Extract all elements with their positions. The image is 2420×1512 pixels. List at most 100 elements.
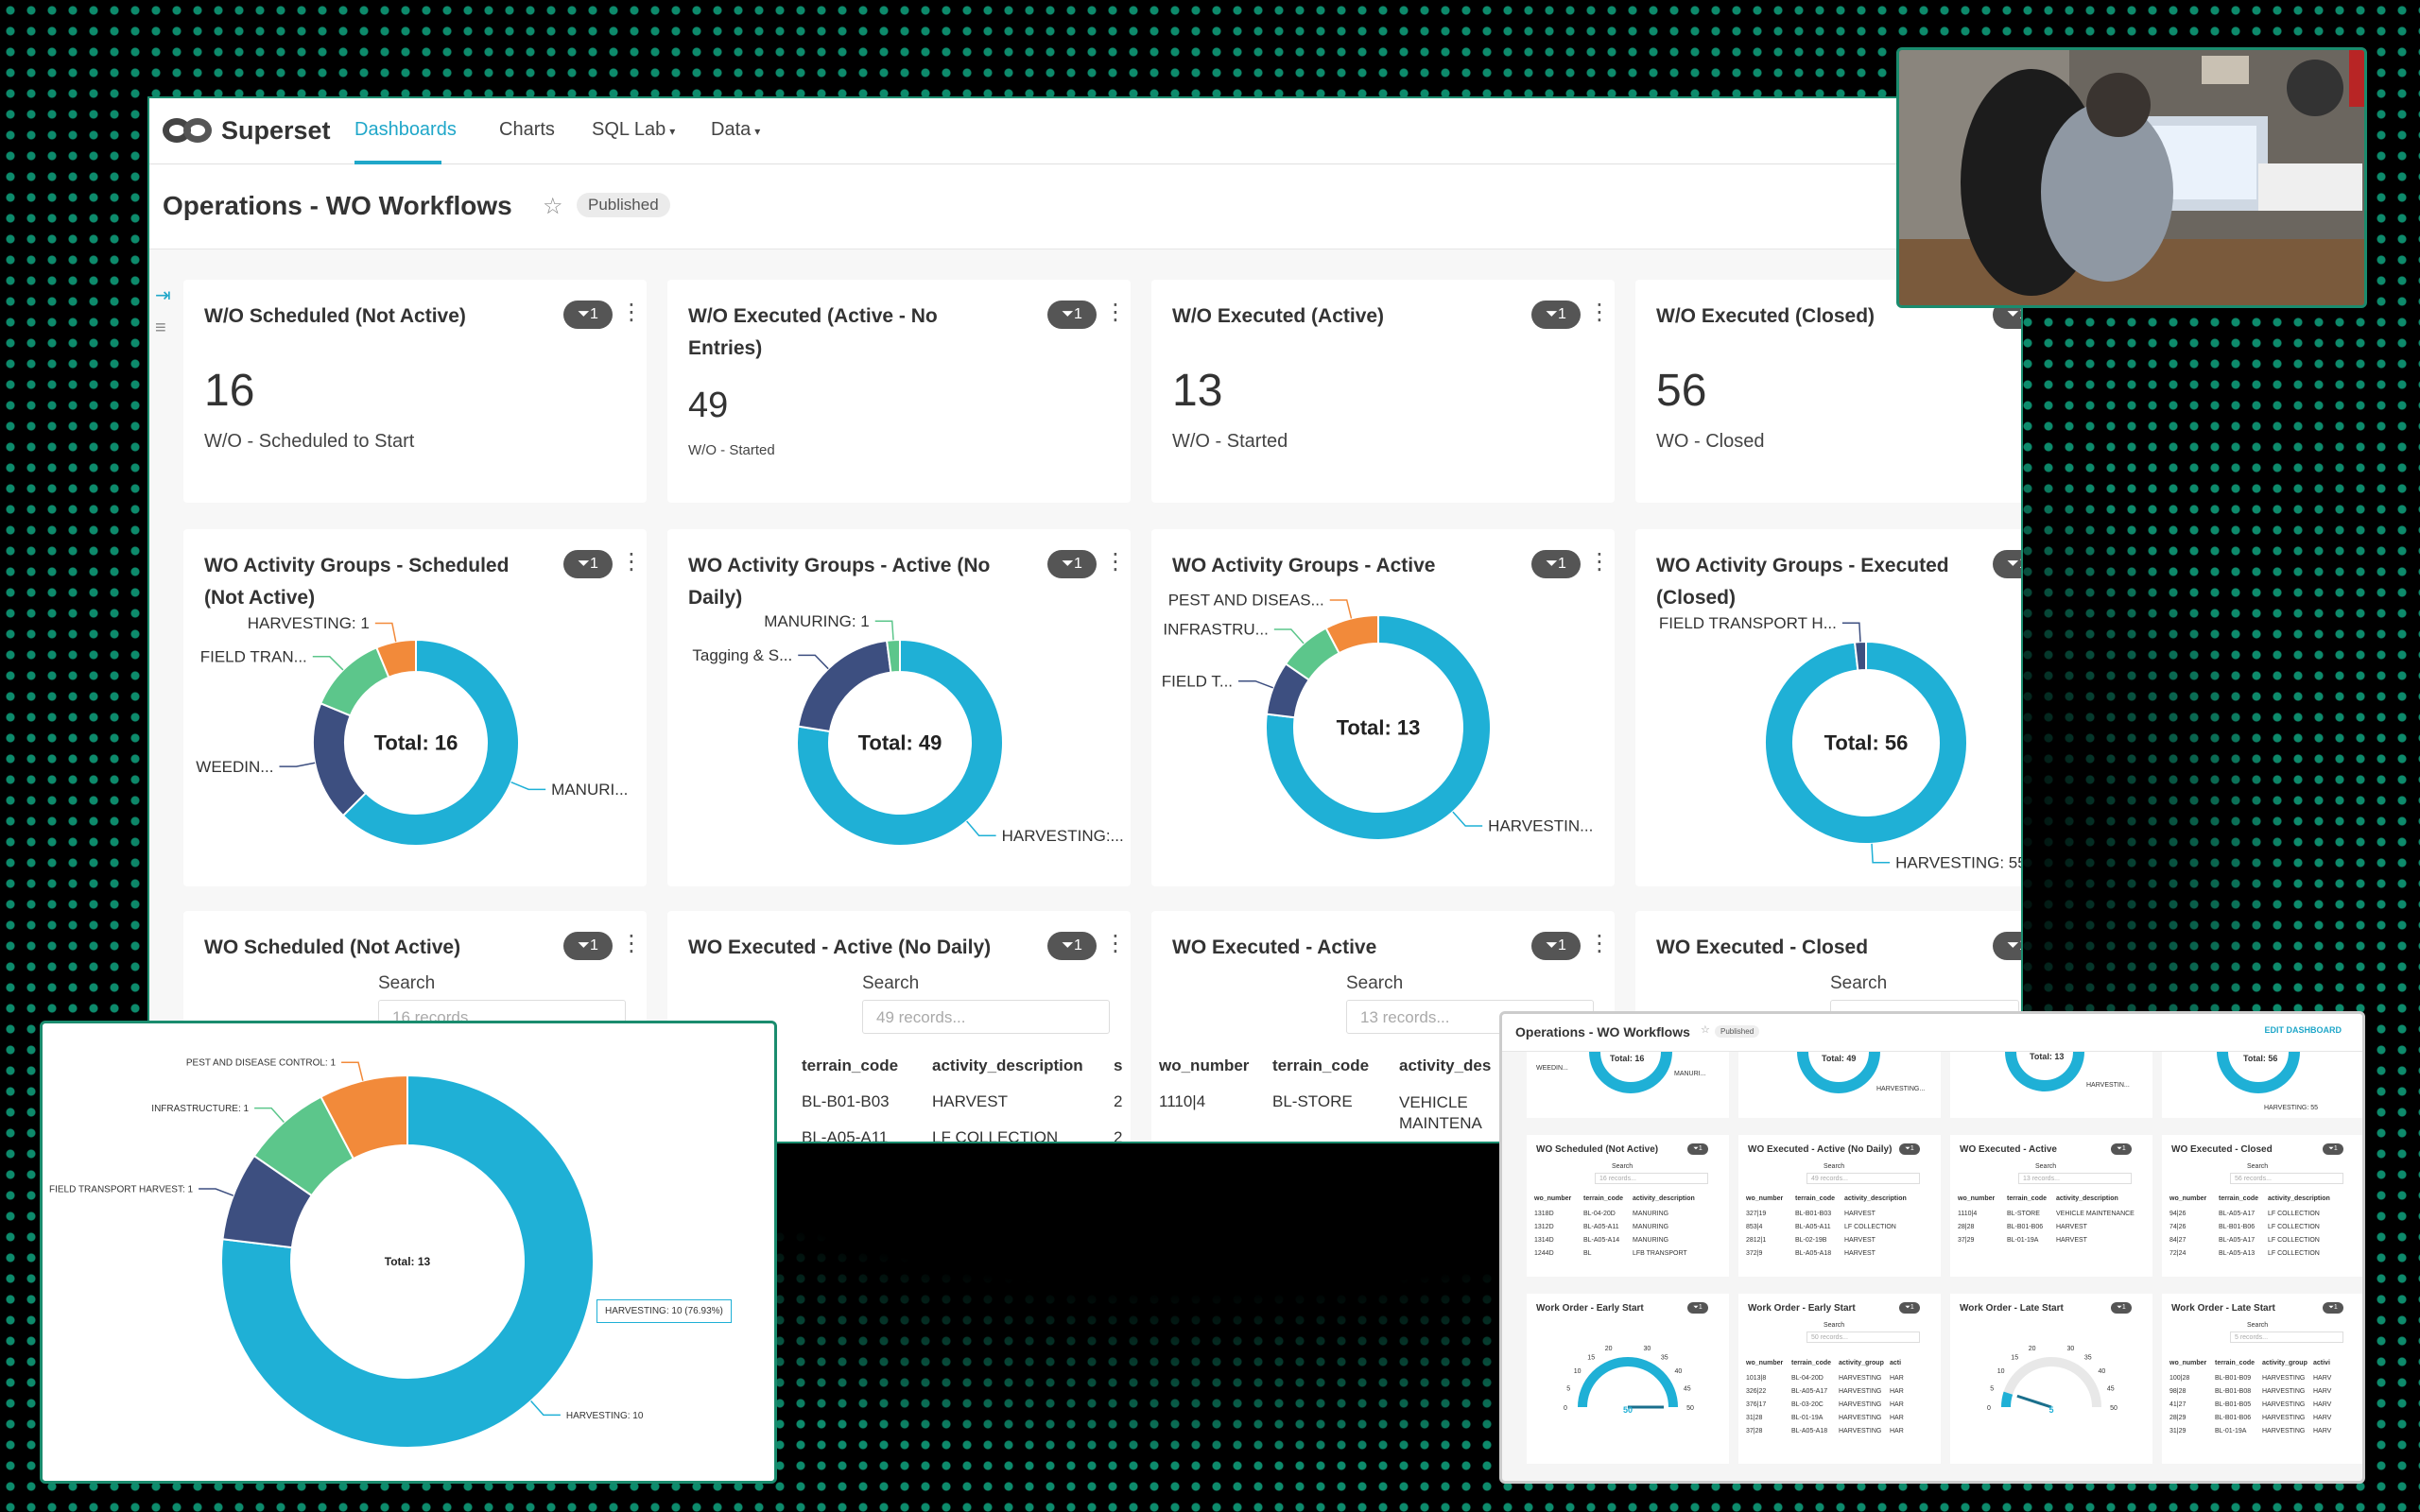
filter-badge[interactable]: ⏷1 [1531, 301, 1581, 329]
filter-badge[interactable]: ⏷1 [1993, 932, 2021, 960]
mini-search-input[interactable]: 5 records... [2230, 1332, 2343, 1343]
mini-column-header[interactable]: activity_description [1633, 1195, 1695, 1202]
mini-table-cell: HAR [1890, 1375, 1904, 1382]
mini-column-header[interactable]: wo_number [1746, 1195, 1784, 1202]
donut-slice[interactable] [374, 638, 417, 679]
mini-column-header[interactable]: wo_number [1958, 1195, 1996, 1202]
edit-dashboard-button[interactable]: EDIT DASHBOARD [2264, 1025, 2342, 1035]
filter-icon[interactable]: ≡ [155, 318, 166, 338]
donut-slice[interactable] [1324, 613, 1379, 655]
mini-column-header[interactable]: wo_number [2169, 1195, 2207, 1202]
mini-table-cell: MANURING [1633, 1211, 1669, 1217]
column-header[interactable]: terrain_code [802, 1057, 899, 1074]
column-header[interactable]: s [1114, 1057, 1123, 1074]
filter-badge[interactable]: ⏷1 [563, 301, 613, 329]
nav-charts-label: Charts [499, 119, 555, 140]
gauge-value-arc [2001, 1391, 2014, 1408]
mini-search-input[interactable]: 13 records... [2018, 1173, 2132, 1184]
mini-filter-badge[interactable]: ⏷1 [1899, 1302, 1920, 1314]
mini-table-cell: HARV [2313, 1375, 2332, 1382]
donut-chart: HARVESTING: 55 FIELD TRANSPORT H... Total:… [1659, 614, 2021, 872]
mini-table-cell: BL-STORE [2007, 1211, 2040, 1217]
filter-badge[interactable]: ⏷1 [563, 550, 613, 578]
donut-slice[interactable] [1265, 613, 1492, 841]
mini-column-header[interactable]: activity_group [1839, 1360, 1884, 1366]
donut-leader-line [1841, 622, 1861, 643]
search-input[interactable]: 49 records... [862, 1000, 1110, 1034]
donut-slice[interactable] [885, 638, 901, 674]
donut-slice[interactable] [312, 701, 368, 817]
mini-filter-badge[interactable]: ⏷1 [2111, 1302, 2132, 1314]
kebab-menu-icon[interactable]: ⋮ [1588, 300, 1611, 325]
mini-column-header[interactable]: terrain_code [1791, 1360, 1832, 1366]
mini-table-cell: HARVEST [2056, 1237, 2087, 1244]
donut-slice[interactable] [220, 1074, 595, 1449]
filter-badge[interactable]: ⏷1 [1531, 932, 1581, 960]
mini-filter-badge[interactable]: ⏷1 [1687, 1302, 1708, 1314]
published-badge[interactable]: Published [577, 193, 670, 217]
mini-filter-badge[interactable]: ⏷1 [2111, 1143, 2132, 1155]
mini-column-header[interactable]: wo_number [2169, 1360, 2207, 1366]
kebab-menu-icon[interactable]: ⋮ [1104, 300, 1127, 325]
kebab-menu-icon[interactable]: ⋮ [1588, 931, 1611, 956]
mini-filter-badge[interactable]: ⏷1 [2323, 1143, 2343, 1155]
mini-column-header[interactable]: wo_number [1746, 1360, 1784, 1366]
kebab-menu-icon[interactable]: ⋮ [620, 931, 643, 956]
filter-badge[interactable]: ⏷1 [1047, 301, 1097, 329]
mini-table-cell: 98|28 [2169, 1388, 2187, 1395]
column-header[interactable]: terrain_code [1272, 1057, 1370, 1074]
donut-chart-card: WO Activity Groups - Scheduled (Not Acti… [183, 529, 647, 886]
mini-column-header[interactable]: activity_group [2262, 1360, 2308, 1366]
donut-slice[interactable] [797, 639, 892, 733]
gauge-tick-label: 15 [1587, 1355, 1595, 1362]
mini-column-header[interactable]: terrain_code [1795, 1195, 1836, 1202]
mini-filter-badge[interactable]: ⏷1 [2323, 1302, 2343, 1314]
donut-slice[interactable] [796, 638, 1004, 847]
mini-column-header[interactable]: activity_description [2056, 1195, 2118, 1202]
donut-slice[interactable] [320, 1074, 408, 1160]
donut-slice[interactable] [341, 638, 520, 847]
filter-badge[interactable]: ⏷1 [563, 932, 613, 960]
favorite-star-icon[interactable]: ☆ [543, 194, 563, 219]
mini-column-header[interactable]: activity_description [2268, 1195, 2330, 1202]
filter-badge[interactable]: ⏷1 [1531, 550, 1581, 578]
filter-badge[interactable]: ⏷1 [1993, 550, 2021, 578]
column-header[interactable]: activity_description [932, 1057, 1083, 1074]
mini-column-header[interactable]: activi [2313, 1360, 2330, 1366]
column-header[interactable]: activity_des [1399, 1057, 1492, 1074]
gauge-tick-label: 45 [2107, 1386, 2115, 1393]
mini-column-header[interactable]: wo_number [1534, 1195, 1572, 1202]
mini-table-cell: HARVESTING [1839, 1401, 1882, 1408]
mini-filter-badge[interactable]: ⏷1 [1687, 1143, 1708, 1155]
mini-search-input[interactable]: 50 records... [1806, 1332, 1920, 1343]
expand-arrow-icon[interactable]: ⇥ [155, 285, 171, 306]
mini-column-header[interactable]: terrain_code [2219, 1195, 2259, 1202]
mini-search-input[interactable]: 49 records... [1806, 1173, 1920, 1184]
mini-table-cell: 1314D [1534, 1237, 1554, 1244]
mini-table-cell: 1318D [1534, 1211, 1554, 1217]
table-cell: BL-B01-B03 [802, 1092, 890, 1110]
mini-star-icon[interactable]: ☆ [1701, 1024, 1710, 1036]
nav-charts[interactable]: Charts [499, 98, 555, 164]
mini-column-header[interactable]: acti [1890, 1360, 1902, 1366]
mini-column-header[interactable]: terrain_code [2007, 1195, 2048, 1202]
mini-search-input[interactable]: 56 records... [2230, 1173, 2343, 1184]
mini-search-input[interactable]: 16 records... [1595, 1173, 1708, 1184]
filter-badge[interactable]: ⏷1 [1047, 550, 1097, 578]
mini-column-header[interactable]: terrain_code [2215, 1360, 2256, 1366]
kebab-menu-icon[interactable]: ⋮ [1104, 931, 1127, 956]
nav-dashboards[interactable]: Dashboards [354, 98, 457, 164]
mini-table-cell: BL-A05-A17 [2219, 1211, 2256, 1217]
nav-sql-lab[interactable]: SQL Lab ▾ [592, 98, 675, 164]
nav-data[interactable]: Data ▾ [711, 98, 760, 164]
column-header[interactable]: wo_number [1159, 1057, 1250, 1074]
filter-badge[interactable]: ⏷1 [1047, 932, 1097, 960]
mini-column-header[interactable]: terrain_code [1583, 1195, 1624, 1202]
donut-center-total: Total: 56 [1824, 730, 1909, 754]
kebab-menu-icon[interactable]: ⋮ [620, 300, 643, 325]
mini-column-header[interactable]: activity_description [1844, 1195, 1907, 1202]
donut-slice[interactable] [1853, 640, 1867, 672]
mini-filter-badge[interactable]: ⏷1 [1899, 1143, 1920, 1155]
donut-slice[interactable] [1764, 640, 1968, 845]
superset-logo[interactable]: Superset [163, 112, 331, 149]
